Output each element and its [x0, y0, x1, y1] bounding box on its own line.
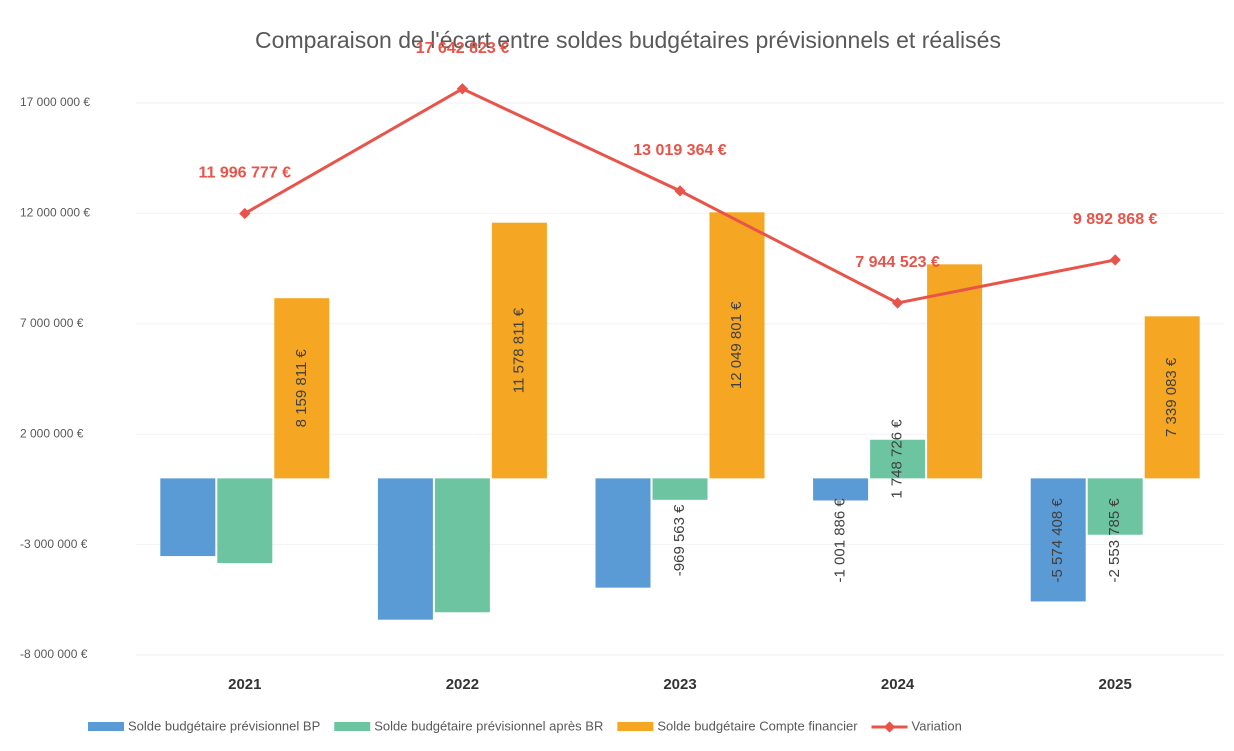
legend-label: Solde budgétaire Compte financier: [657, 718, 858, 733]
bar: [1030, 478, 1086, 602]
x-tick-label: 2025: [1099, 676, 1132, 693]
bar: [595, 478, 651, 588]
data-label: -2 553 785 €: [1106, 498, 1123, 583]
bar: [217, 478, 273, 564]
chart-title: Comparaison de l'écart entre soldes budg…: [255, 27, 1001, 53]
bar: [160, 478, 216, 557]
y-tick-label: -8 000 000 €: [20, 647, 88, 661]
line-marker: [891, 297, 904, 309]
y-tick-label: -3 000 000 €: [20, 537, 88, 551]
x-tick-label: 2021: [228, 676, 261, 693]
bar: [377, 478, 433, 620]
legend-marker: [883, 721, 896, 733]
bar: [652, 478, 708, 500]
bar: [434, 478, 490, 613]
bar: [870, 439, 926, 479]
bar: [491, 222, 547, 479]
legend-swatch: [88, 722, 124, 731]
data-label: 11 578 811 €: [510, 307, 527, 393]
legend-swatch: [617, 722, 654, 731]
legend-label: Solde budgétaire prévisionnel après BR: [374, 718, 603, 733]
line-marker: [674, 185, 686, 197]
data-label: 11 996 777 €: [199, 165, 292, 182]
bar: [1087, 478, 1143, 535]
data-label: 9 892 868 €: [1073, 211, 1158, 228]
y-tick-label: 7 000 000 €: [20, 316, 84, 330]
data-label: 13 019 364 €: [633, 142, 727, 159]
data-label: -1 001 886 €: [832, 498, 849, 583]
bar: [709, 212, 765, 479]
data-label: 12 049 801 €: [728, 301, 745, 389]
data-label: -969 563 €: [671, 504, 688, 576]
legend-swatch: [334, 722, 371, 731]
legend-label: Solde budgétaire prévisionnel BP: [128, 718, 320, 733]
x-tick-label: 2024: [881, 676, 915, 693]
bar: [1144, 316, 1200, 479]
legend-label: Variation: [912, 718, 962, 733]
bar: [274, 298, 330, 479]
bar: [927, 264, 983, 479]
line-marker: [1109, 254, 1121, 266]
data-label: 1 748 726 €: [889, 419, 906, 499]
line-marker: [239, 207, 251, 220]
data-label: 7 944 523 €: [855, 254, 940, 271]
y-tick-label: 2 000 000 €: [20, 426, 84, 440]
x-tick-label: 2023: [663, 676, 696, 693]
y-tick-label: 12 000 000 €: [20, 206, 90, 220]
x-tick-label: 2022: [446, 676, 479, 693]
data-label: 7 339 083 €: [1163, 357, 1180, 437]
bar: [813, 478, 869, 501]
data-label: 8 159 811 €: [293, 349, 310, 428]
data-label: 17 642 823 €: [416, 40, 510, 57]
y-tick-label: 17 000 000 €: [20, 95, 90, 109]
data-label: -5 574 408 €: [1049, 498, 1066, 583]
